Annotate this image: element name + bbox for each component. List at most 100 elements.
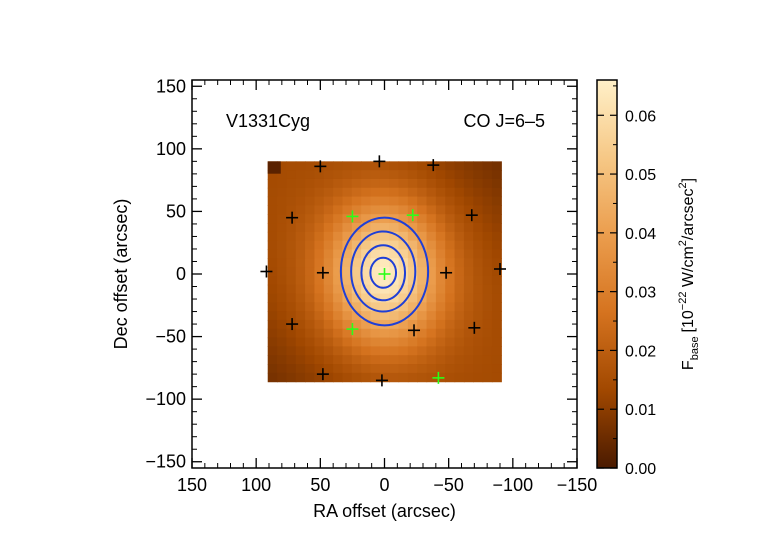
map-pixel	[323, 372, 334, 383]
map-pixel	[342, 205, 353, 215]
map-pixel	[407, 170, 418, 180]
map-pixel	[286, 223, 297, 233]
map-pixel	[435, 346, 446, 356]
map-pixel	[482, 275, 493, 286]
map-pixel	[286, 275, 297, 286]
y-axis-label: Dec offset (arcsec)	[111, 199, 131, 350]
map-pixel	[426, 178, 437, 189]
map-pixel	[305, 346, 316, 356]
colorbar-tick-label: 0.06	[625, 108, 656, 125]
map-pixel	[267, 275, 278, 286]
map-pixel	[295, 346, 306, 356]
map-pixel	[473, 293, 484, 303]
map-pixel	[398, 267, 409, 277]
map-pixel	[314, 293, 325, 303]
map-pixel	[417, 187, 428, 198]
map-pixel	[454, 223, 465, 233]
map-pixel	[351, 355, 362, 365]
map-pixel	[305, 328, 316, 339]
map-pixel	[286, 249, 297, 259]
map-pixel	[370, 337, 381, 347]
map-pixel	[454, 267, 465, 277]
map-pixel	[295, 187, 306, 198]
map-pixel	[482, 293, 493, 303]
map-pixel	[342, 302, 353, 312]
map-pixel	[286, 328, 297, 339]
map-pixel	[370, 187, 381, 198]
map-pixel	[463, 302, 474, 312]
map-pixel	[482, 223, 493, 233]
spaxel-marker-black	[373, 155, 386, 168]
map-pixel	[323, 284, 334, 295]
map-pixel	[351, 319, 362, 330]
map-pixel	[361, 346, 372, 356]
map-pixel	[491, 170, 502, 180]
map-pixel	[435, 284, 446, 295]
map-pixel	[407, 275, 418, 286]
map-pixel	[305, 170, 316, 180]
map-pixel	[482, 337, 493, 347]
map-pixel	[454, 161, 465, 171]
map-pixel	[389, 302, 400, 312]
map-pixel	[342, 337, 353, 347]
map-pixel	[267, 161, 281, 174]
map-pixel	[417, 223, 428, 233]
map-pixel	[435, 328, 446, 339]
map-pixel	[463, 337, 474, 347]
map-pixel	[305, 258, 316, 268]
map-pixel	[435, 302, 446, 312]
map-pixel	[473, 346, 484, 356]
map-pixel	[473, 275, 484, 286]
map-pixel	[398, 372, 409, 383]
spaxel-marker-black	[316, 368, 329, 381]
map-pixel	[267, 267, 278, 277]
map-pixel	[351, 240, 362, 251]
map-pixel	[361, 161, 372, 171]
map-pixel	[267, 240, 278, 251]
map-pixel	[407, 364, 418, 374]
map-pixel	[435, 205, 446, 215]
map-pixel	[407, 240, 418, 251]
map-pixel	[361, 214, 372, 224]
map-pixel	[314, 258, 325, 268]
map-pixel	[361, 372, 372, 383]
map-pixel	[407, 161, 418, 171]
colorbar-tick-label: 0.00	[625, 461, 656, 478]
map-pixel	[445, 187, 456, 198]
y-tick-label: −100	[145, 389, 186, 409]
map-pixel	[426, 267, 437, 277]
map-pixel	[323, 364, 334, 374]
line-name-label: CO J=6–5	[463, 111, 545, 131]
map-pixel	[426, 311, 437, 321]
map-pixel	[351, 328, 362, 339]
map-pixel	[417, 258, 428, 268]
map-pixel	[445, 337, 456, 347]
map-pixel	[426, 275, 437, 286]
map-pixel	[286, 178, 297, 189]
map-pixel	[351, 302, 362, 312]
map-pixel	[473, 311, 484, 321]
map-pixel	[454, 284, 465, 295]
map-pixel	[267, 258, 278, 268]
map-pixel	[370, 355, 381, 365]
map-pixel	[323, 328, 334, 339]
map-pixel	[473, 178, 484, 189]
colorbar-label-sub: base	[689, 336, 701, 360]
map-pixel	[277, 267, 287, 277]
map-pixel	[426, 319, 437, 330]
map-pixel	[305, 302, 316, 312]
map-pixel	[267, 337, 278, 347]
map-pixel	[389, 196, 400, 207]
map-pixel	[445, 346, 456, 356]
map-pixel	[454, 240, 465, 251]
map-pixel	[379, 284, 390, 295]
map-pixel	[491, 240, 502, 251]
map-pixel	[426, 170, 437, 180]
map-pixel	[491, 267, 502, 277]
map-pixel	[417, 364, 428, 374]
map-pixel	[426, 187, 437, 198]
map-pixel	[370, 196, 381, 207]
y-tick-label: −150	[145, 452, 186, 472]
map-pixel	[342, 196, 353, 207]
map-pixel	[445, 267, 456, 277]
